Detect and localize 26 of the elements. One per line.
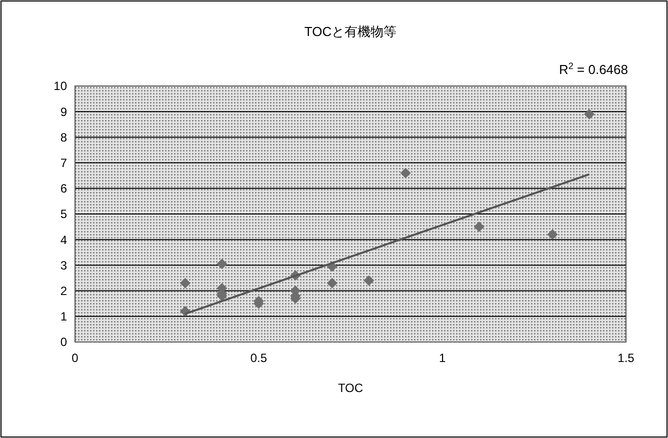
y-tick-label: 3 <box>60 258 68 272</box>
point <box>364 275 374 286</box>
x-tick-label: 0 <box>72 351 79 365</box>
y-tick-label: 4 <box>60 232 68 247</box>
y-tick-label: 9 <box>60 104 68 119</box>
point <box>180 278 190 288</box>
text: R$^{2}$ = 0.6468 <box>558 61 628 77</box>
y-tick-label: 5 <box>60 207 68 222</box>
y-tick-label: 1 <box>60 310 68 324</box>
y-tick-label: 8 <box>60 130 68 144</box>
point <box>547 229 558 240</box>
x-axis-title: TOC <box>338 381 364 395</box>
x-tick-label: 1.5 <box>618 351 635 365</box>
y-tick-label: 0 <box>60 335 68 350</box>
x-tick-label: 1 <box>438 351 446 365</box>
point <box>326 278 338 288</box>
point <box>216 258 228 270</box>
y-tick-label: 10 <box>54 79 68 94</box>
point <box>584 108 595 120</box>
point <box>400 168 411 178</box>
y-tick-label: 7 <box>60 156 68 170</box>
y-tick-label: 2 <box>60 284 68 298</box>
x-tick-label: 0.5 <box>250 351 268 365</box>
y-tick-label: 6 <box>60 182 68 196</box>
chart-title: TOCと有機物等 <box>304 24 397 39</box>
point <box>474 222 484 232</box>
